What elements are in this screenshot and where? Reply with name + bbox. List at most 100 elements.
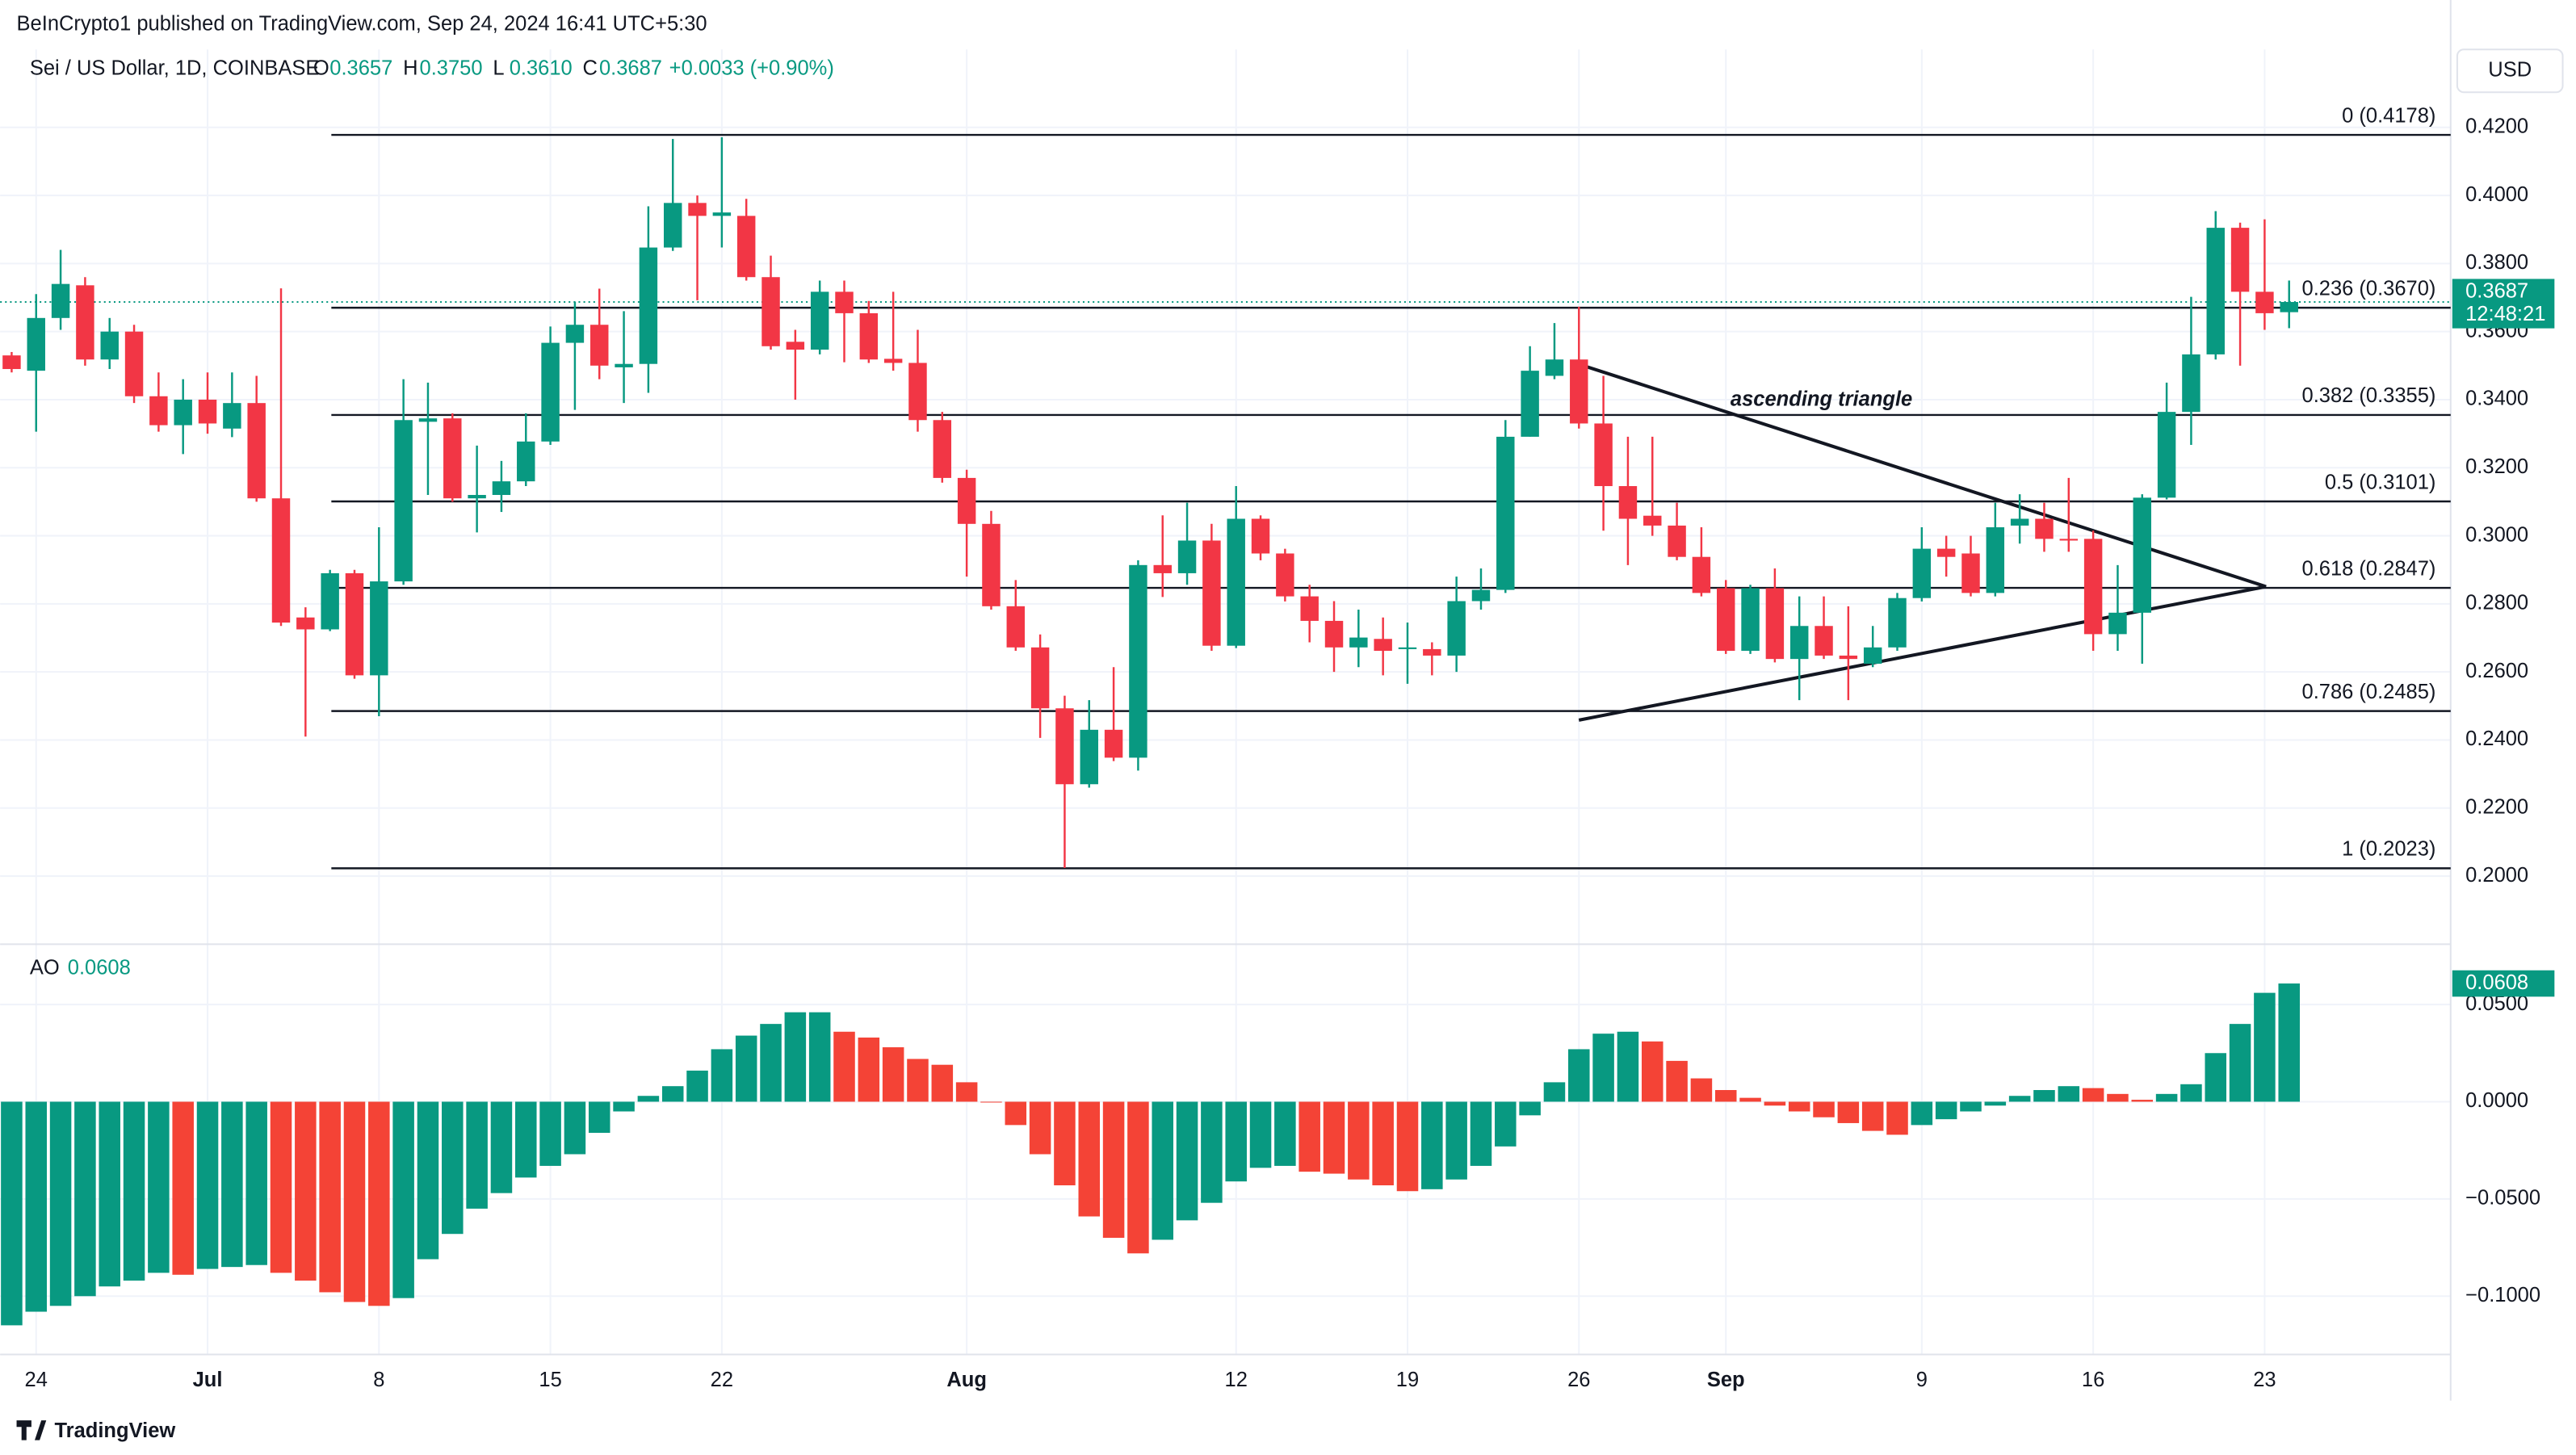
candle-body xyxy=(1276,553,1294,597)
ao-tick-label: −0.1000 xyxy=(2465,1284,2540,1306)
candle-body xyxy=(370,581,388,676)
ao-bar xyxy=(196,1101,219,1269)
currency[interactable]: USD xyxy=(2488,58,2532,81)
candle-body xyxy=(1374,639,1392,652)
ao-bar xyxy=(1201,1101,1223,1203)
candle-body xyxy=(2083,539,2103,635)
ao-bar xyxy=(515,1101,537,1178)
ao-bar xyxy=(1396,1101,1419,1192)
ao-bar xyxy=(2278,983,2300,1102)
candle-body xyxy=(2010,518,2029,526)
candle-body xyxy=(2133,497,2151,613)
candle-body xyxy=(1055,708,1074,785)
x-tick-label: 24 xyxy=(25,1369,48,1391)
ao-bar xyxy=(1714,1090,1737,1102)
candle-body xyxy=(982,523,1001,606)
x-tick-label: Aug xyxy=(946,1369,987,1391)
candle-body xyxy=(835,291,854,313)
ao-bar xyxy=(1495,1101,1517,1147)
ao-bar xyxy=(808,1012,831,1102)
x-tick-label: 15 xyxy=(539,1369,561,1391)
candle-body xyxy=(1129,564,1147,758)
ao-bar xyxy=(2205,1053,2227,1102)
ao-bar xyxy=(907,1059,929,1102)
candle-body xyxy=(1104,729,1123,758)
candle-body xyxy=(1324,620,1344,648)
x-tick-label: 16 xyxy=(2082,1369,2104,1391)
candle-body xyxy=(639,247,658,364)
candle-body xyxy=(100,331,119,360)
grid xyxy=(0,49,2451,1355)
symbol: Sei / US Dollar, 1D, COINBASE xyxy=(30,57,320,79)
candle-body xyxy=(1815,626,1833,656)
ao-bar xyxy=(1249,1101,1272,1168)
ao-bar xyxy=(221,1101,243,1268)
ao-bar xyxy=(1911,1101,1933,1126)
y-tick-label: 0.2200 xyxy=(2465,795,2528,818)
triangle-lines xyxy=(1578,363,2267,722)
candle-body xyxy=(198,399,217,424)
candle-body xyxy=(1839,655,1858,660)
ao-bar xyxy=(1519,1101,1541,1116)
ao-bar xyxy=(1935,1101,1957,1120)
y-tick-label: 0.3400 xyxy=(2465,388,2528,410)
candle-body xyxy=(124,331,144,396)
x-tick-label: 23 xyxy=(2253,1369,2276,1391)
ao-bar xyxy=(270,1101,292,1273)
candle-body xyxy=(1471,589,1491,602)
candle-body xyxy=(2059,539,2079,541)
candle-body xyxy=(859,312,879,360)
candle-body xyxy=(1030,647,1050,709)
ao-bar xyxy=(295,1101,317,1281)
ao-bar xyxy=(1029,1101,1051,1155)
fib-label: 0.236 (0.3670) xyxy=(2302,277,2436,300)
countdown: 12:48:21 xyxy=(2465,303,2545,325)
ao-bar xyxy=(2033,1090,2055,1102)
ao-bar xyxy=(955,1082,978,1102)
candle-body xyxy=(541,342,560,442)
candle-body xyxy=(2206,228,2225,354)
ao-bar xyxy=(2131,1100,2154,1102)
ao-bar xyxy=(2082,1088,2104,1102)
fib-label: 0.786 (0.2485) xyxy=(2302,681,2436,703)
candle-body xyxy=(51,283,70,318)
candle-body xyxy=(957,477,976,524)
ao-bar xyxy=(172,1101,194,1275)
ao-bar xyxy=(1592,1034,1614,1102)
candle-body xyxy=(2108,612,2127,635)
candle-body xyxy=(1888,598,1907,648)
ao-bar xyxy=(1372,1101,1394,1186)
last-price-box xyxy=(2452,279,2555,329)
ao-tick-label: 0.0000 xyxy=(2465,1089,2528,1112)
ao-tick-label: −0.0500 xyxy=(2465,1187,2540,1210)
currency-button[interactable] xyxy=(2456,48,2564,94)
ao-bar xyxy=(882,1047,904,1102)
legend-change: +0.0033 (+0.90%) xyxy=(669,57,834,79)
legend-value: 0.3610 xyxy=(510,57,573,79)
candle-body xyxy=(1789,626,1809,660)
ao-bar xyxy=(2229,1024,2251,1102)
ao-bar xyxy=(123,1101,145,1281)
y-tick-label: 0.3200 xyxy=(2465,455,2528,478)
fib-label: 0.618 (0.2847) xyxy=(2302,557,2436,580)
candle-body xyxy=(394,420,413,582)
logo-text: TradingView xyxy=(54,1419,175,1442)
candle-body xyxy=(663,203,682,248)
candle-body xyxy=(1570,359,1588,424)
x-tick-label: 9 xyxy=(1916,1369,1928,1391)
candle-body xyxy=(1423,648,1441,656)
candle-body xyxy=(1300,596,1319,621)
ao-bar xyxy=(735,1035,757,1102)
ao-bar xyxy=(1960,1101,1982,1112)
candle-body xyxy=(1006,606,1026,648)
ao-bar xyxy=(564,1101,586,1155)
candle-body xyxy=(2182,354,2201,413)
ao-bar xyxy=(588,1101,610,1133)
candle-body xyxy=(2157,412,2176,498)
ao-bar xyxy=(1690,1078,1713,1102)
ao-bar xyxy=(1764,1101,1786,1106)
candle-body xyxy=(1153,564,1172,573)
ao-bar xyxy=(2254,992,2276,1102)
ao-bar xyxy=(1274,1101,1296,1166)
